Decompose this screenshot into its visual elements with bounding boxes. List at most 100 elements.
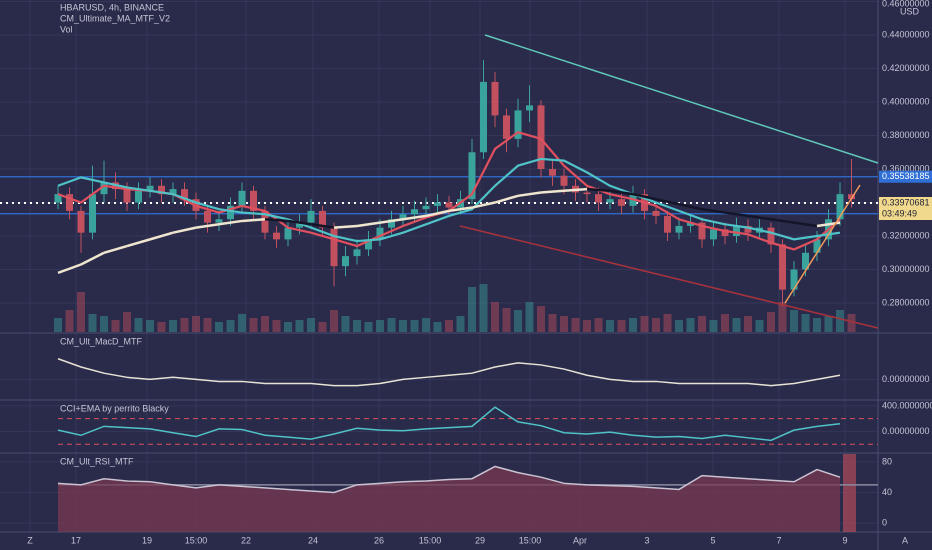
candle-body: [698, 222, 706, 240]
price-tag-label: 0.35538185: [882, 171, 930, 181]
volume-bar: [698, 316, 706, 332]
x-tick-label: A: [902, 535, 908, 545]
slow-ma-segment: [379, 218, 404, 224]
y-tick-label: 0: [882, 517, 887, 527]
slow-ma-segment: [172, 226, 197, 234]
candle-body: [675, 225, 683, 233]
volume-bar: [387, 318, 396, 332]
candle-body: [238, 190, 246, 206]
x-tick-label: 22: [241, 535, 251, 545]
candle-body: [445, 202, 453, 208]
slow-ma-segment: [149, 231, 174, 241]
y-tick-label: 0.38000000: [882, 130, 930, 140]
indicator-label: CM_Ultimate_MA_MTF_V2: [60, 13, 170, 23]
volume-bar: [261, 316, 269, 332]
slow-ma-segment: [632, 192, 657, 201]
slow-ma-segment: [57, 263, 82, 275]
volume-bar: [790, 310, 798, 332]
candle-body: [307, 210, 315, 223]
volume-bar: [77, 292, 85, 332]
candle-body: [54, 194, 62, 203]
rsi-area: [58, 466, 840, 532]
x-tick-label: 15:00: [185, 535, 208, 545]
volume-bar: [709, 320, 718, 332]
volume-bar: [445, 320, 453, 332]
volume-bar: [525, 302, 534, 332]
volume-bar: [111, 320, 120, 332]
candle-body: [227, 205, 234, 220]
y-tick-label: 0.00000000: [882, 374, 930, 384]
pane-title: HBARUSD, 4h, BINANCE: [60, 2, 164, 12]
slow-ma-segment: [103, 244, 128, 254]
x-tick-label: 19: [142, 535, 152, 545]
volume-bar: [560, 316, 568, 332]
candle-body: [89, 194, 96, 233]
x-tick-label: 15:00: [419, 535, 442, 545]
volume-bar: [54, 318, 62, 332]
candle-body: [744, 225, 752, 233]
volume-bar: [502, 308, 511, 332]
countdown-label: 03:49:49: [882, 208, 917, 218]
candle-body: [537, 105, 545, 170]
candle-body: [836, 194, 844, 220]
x-tick-label: 15:00: [519, 535, 542, 545]
x-tick-label: Apr: [573, 535, 587, 545]
volume-bar: [307, 318, 315, 332]
candle-body: [549, 169, 556, 176]
candle-body: [802, 252, 809, 270]
volume-bar: [410, 320, 419, 332]
volume-bar: [180, 318, 189, 332]
candle-body: [790, 269, 798, 290]
volume-bar: [767, 312, 775, 332]
candle-body: [296, 222, 303, 228]
candle-body: [767, 227, 775, 245]
volume-bar: [157, 322, 166, 332]
x-tick-label: 26: [374, 535, 384, 545]
candle-body: [514, 110, 522, 139]
candle-body: [664, 215, 671, 233]
marks: [0, 60, 878, 532]
axis-unit: USD: [900, 6, 920, 16]
candle-body: [330, 227, 338, 267]
candle-body: [215, 219, 223, 223]
x-tick-label: 29: [475, 535, 485, 545]
volume-bar: [537, 306, 545, 332]
labels: Z 17 19 15:00 22 24 26 15:00 29 15:00 Apr 3 5 7 9 A 0.28…: [27, 0, 932, 545]
trendline: [484, 34, 879, 164]
volume-bar: [755, 320, 764, 332]
volume-bar: [433, 322, 442, 332]
candle-body: [169, 189, 177, 195]
slow-ma-segment: [609, 189, 634, 196]
volume-bar: [330, 310, 338, 332]
volume-bar: [123, 312, 131, 332]
pane-title: CM_Ult_RSI_MTF: [60, 456, 134, 466]
last-price-label: 0.33970681: [882, 197, 930, 207]
candle-body: [284, 227, 292, 240]
candle-body: [273, 232, 280, 240]
volume-bar: [100, 316, 108, 332]
volume-bar: [583, 320, 591, 332]
volume-bar: [65, 310, 74, 332]
candle-body: [710, 229, 717, 240]
candle-body: [123, 189, 131, 203]
candle-body: [365, 239, 372, 250]
candle-body: [319, 210, 326, 228]
volume-bar: [824, 316, 833, 332]
candle-body: [848, 194, 855, 200]
candle-body: [66, 194, 73, 211]
volume-bar: [801, 314, 810, 332]
volume-bar: [813, 318, 821, 332]
candle-body: [181, 189, 188, 200]
volume-bar: [652, 318, 660, 332]
candle-body: [353, 249, 361, 257]
volume-bar: [192, 316, 200, 332]
volume-bar: [847, 314, 856, 332]
candle-body: [434, 202, 441, 206]
candle-body: [250, 190, 257, 211]
y-tick-label: 80: [882, 456, 892, 466]
price-tag: [879, 170, 932, 183]
y-tick-label: 0.42000000: [882, 63, 930, 73]
volume-bar: [594, 318, 603, 332]
slow-ma-segment: [494, 194, 519, 204]
